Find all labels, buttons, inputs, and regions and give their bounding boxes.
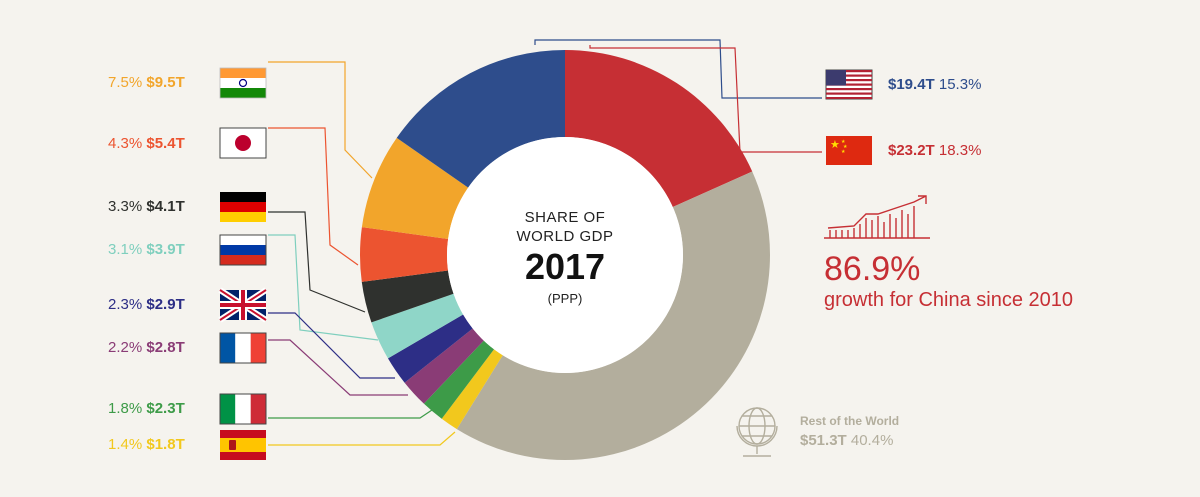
- label-france: 2.2% $2.8T: [108, 339, 185, 356]
- slice-united-states: [396, 50, 565, 188]
- label-usa-amount: $19.4T: [888, 76, 935, 93]
- label-germany-amount: $4.1T: [146, 198, 185, 215]
- flag-russia-icon: [219, 234, 267, 266]
- label-uk-pct: 2.3%: [108, 296, 143, 313]
- center-sub: (PPP): [548, 291, 583, 306]
- label-russia: 3.1% $3.9T: [108, 241, 185, 258]
- flag-france-icon: [219, 332, 267, 364]
- flag-japan-icon: [219, 127, 267, 159]
- label-japan-pct: 4.3%: [108, 135, 143, 152]
- donut-center: SHARE OF WORLD GDP 2017 (PPP): [447, 137, 683, 373]
- label-rest-pct: 40.4%: [850, 432, 894, 449]
- label-japan: 4.3% $5.4T: [108, 135, 185, 152]
- label-china-amount: $23.2T: [888, 142, 935, 159]
- donut-chart: [359, 50, 771, 461]
- leader-line: [268, 431, 456, 446]
- label-germany-pct: 3.3%: [108, 198, 143, 215]
- flag-uk-icon: [218, 287, 268, 323]
- svg-text:★: ★: [841, 139, 846, 145]
- slice-united-kingdom: [387, 314, 473, 383]
- label-france-pct: 2.2%: [108, 339, 143, 356]
- label-spain-amount: $1.8T: [146, 436, 185, 453]
- label-russia-amount: $3.9T: [146, 241, 185, 258]
- flag-germany-icon: [220, 192, 266, 222]
- leader-line: [268, 339, 408, 396]
- label-usa: $19.4T 15.3%: [888, 76, 981, 93]
- svg-text:★: ★: [830, 138, 840, 151]
- donut-hole: [447, 137, 683, 373]
- flag-china-icon: ★ ★ ★ ★: [826, 136, 872, 165]
- slice-france: [404, 328, 484, 404]
- leader-line: [268, 61, 373, 179]
- slice-germany: [361, 270, 454, 323]
- label-germany: 3.3% $4.1T: [108, 198, 185, 215]
- label-china-pct: 18.3%: [938, 142, 982, 159]
- label-rest-amount: $51.3T: [800, 432, 847, 449]
- flag-usa-icon: [825, 69, 873, 100]
- label-china: $23.2T 18.3%: [888, 142, 981, 159]
- flag-spain-icon: [220, 430, 266, 460]
- growth-chart-icon: [824, 195, 930, 239]
- label-italy: 1.8% $2.3T: [108, 400, 185, 417]
- leader-line: [268, 127, 359, 266]
- label-france-amount: $2.8T: [146, 339, 185, 356]
- leader-line: [268, 409, 433, 419]
- leader-line: [268, 234, 379, 341]
- slice-italy: [423, 340, 495, 419]
- center-line1: SHARE OF: [525, 209, 606, 226]
- growth-value: 86.9%: [824, 250, 920, 288]
- label-spain: 1.4% $1.8T: [108, 436, 185, 453]
- slice-india: [361, 137, 469, 239]
- center-line2: WORLD GDP: [516, 228, 613, 245]
- growth-text: growth for China since 2010: [824, 289, 1073, 311]
- slice-china: [565, 50, 753, 207]
- leader-line: [268, 211, 366, 313]
- label-italy-pct: 1.8%: [108, 400, 143, 417]
- svg-text:★: ★: [841, 149, 846, 155]
- label-india-pct: 7.5%: [108, 74, 143, 91]
- label-italy-amount: $2.3T: [146, 400, 185, 417]
- label-usa-pct: 15.3%: [938, 76, 982, 93]
- slice-rest-of-the-world: [456, 171, 771, 461]
- label-russia-pct: 3.1%: [108, 241, 143, 258]
- label-spain-pct: 1.4%: [108, 436, 143, 453]
- label-rest-title: Rest of the World: [800, 414, 900, 428]
- globe-icon: [736, 407, 778, 457]
- label-uk: 2.3% $2.9T: [108, 296, 185, 313]
- leader-line: [589, 45, 822, 153]
- center-year: 2017: [525, 246, 605, 287]
- slice-russia: [371, 293, 464, 359]
- label-india-amount: $9.5T: [146, 74, 185, 91]
- leader-lines: [268, 39, 822, 446]
- leader-line: [534, 39, 822, 99]
- slice-japan: [359, 227, 449, 282]
- leader-line: [268, 312, 395, 379]
- label-rest: $51.3T 40.4%: [800, 432, 893, 449]
- label-india: 7.5% $9.5T: [108, 74, 185, 91]
- svg-text:★: ★: [843, 144, 848, 150]
- flag-india-icon: [219, 67, 267, 99]
- label-japan-amount: $5.4T: [146, 135, 185, 152]
- slice-spain: [441, 349, 503, 430]
- label-uk-amount: $2.9T: [146, 296, 185, 313]
- flag-italy-icon: [219, 393, 267, 425]
